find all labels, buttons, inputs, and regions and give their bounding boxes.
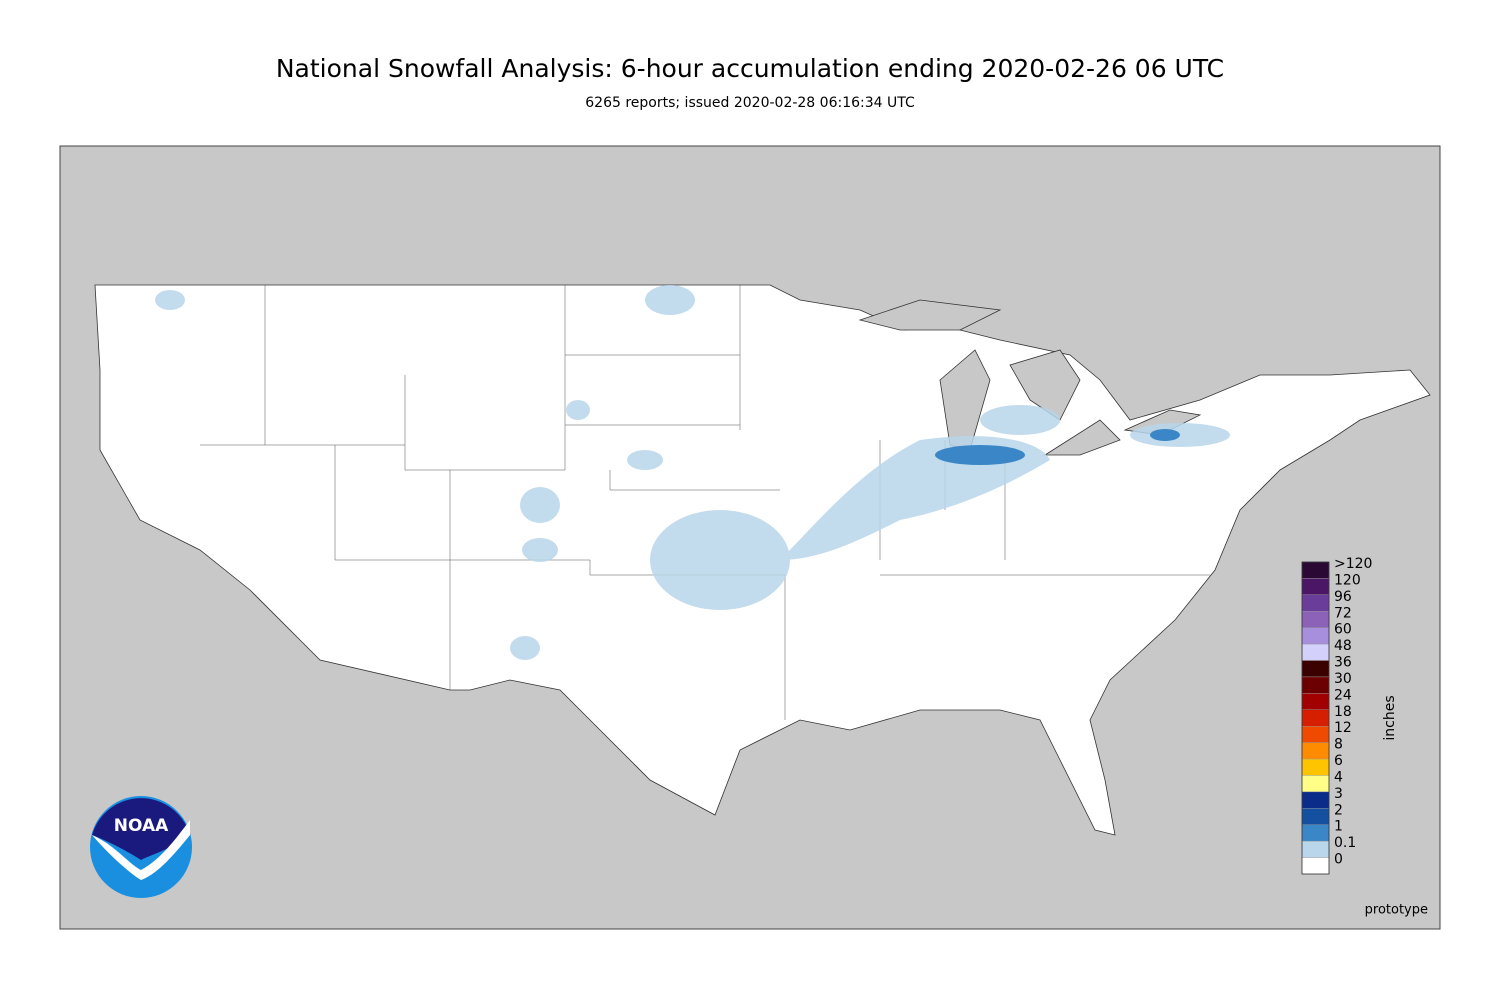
legend-swatch	[1301, 791, 1330, 809]
snow-areas	[155, 285, 1230, 660]
legend-label: 1	[1334, 819, 1343, 835]
legend-swatch	[1301, 693, 1330, 710]
legend-swatch	[1301, 594, 1330, 612]
legend-swatch	[1301, 676, 1330, 694]
legend-label: 4	[1334, 769, 1343, 785]
legend-swatch	[1301, 726, 1330, 743]
legend-label: 6	[1334, 753, 1343, 769]
map: NOAA prototype	[59, 145, 1441, 930]
legend-swatch	[1301, 709, 1330, 727]
legend-label: >120	[1334, 556, 1372, 572]
legend-label: 72	[1334, 605, 1352, 621]
legend-label: 96	[1334, 589, 1352, 605]
legend-swatch	[1301, 775, 1330, 793]
legend-label: 48	[1334, 638, 1352, 654]
legend-swatch	[1301, 808, 1330, 825]
great-lakes	[858, 299, 1202, 456]
legend-label: 2	[1334, 802, 1343, 818]
logo-text: NOAA	[114, 816, 169, 836]
legend-swatch	[1301, 660, 1330, 678]
legend-border	[1301, 561, 1330, 875]
legend-label: 30	[1334, 671, 1352, 687]
prototype-note: prototype	[1365, 903, 1428, 918]
legend-swatch	[1301, 627, 1330, 645]
legend-label: 12	[1334, 720, 1352, 736]
legend-unit: inches	[1382, 695, 1398, 740]
legend-label: 36	[1334, 655, 1352, 671]
legend-swatch	[1301, 578, 1330, 596]
legend-label: 60	[1334, 622, 1352, 638]
legend: inches >1201209672604836302418128643210.…	[1301, 556, 1398, 875]
subtitle: 6265 reports; issued 2020-02-28 06:16:34…	[585, 95, 915, 111]
legend-label: 3	[1334, 786, 1343, 802]
legend-swatch	[1301, 611, 1330, 628]
legend-label: 8	[1334, 737, 1343, 753]
legend-swatch	[1301, 840, 1330, 858]
noaa-logo: NOAA	[90, 796, 192, 898]
legend-swatch	[1301, 824, 1330, 842]
legend-swatch	[1301, 742, 1330, 760]
snow-heavy	[935, 429, 1180, 465]
legend-swatch	[1301, 758, 1330, 776]
legend-label: 120	[1334, 572, 1361, 588]
legend-label: 0	[1334, 852, 1343, 868]
title: National Snowfall Analysis: 6-hour accum…	[276, 54, 1224, 83]
legend-label: 18	[1334, 704, 1352, 720]
legend-label: 0.1	[1334, 835, 1356, 851]
legend-label: 24	[1334, 687, 1352, 703]
legend-swatch	[1301, 561, 1330, 579]
legend-swatch	[1301, 857, 1330, 875]
legend-swatch	[1301, 643, 1330, 661]
